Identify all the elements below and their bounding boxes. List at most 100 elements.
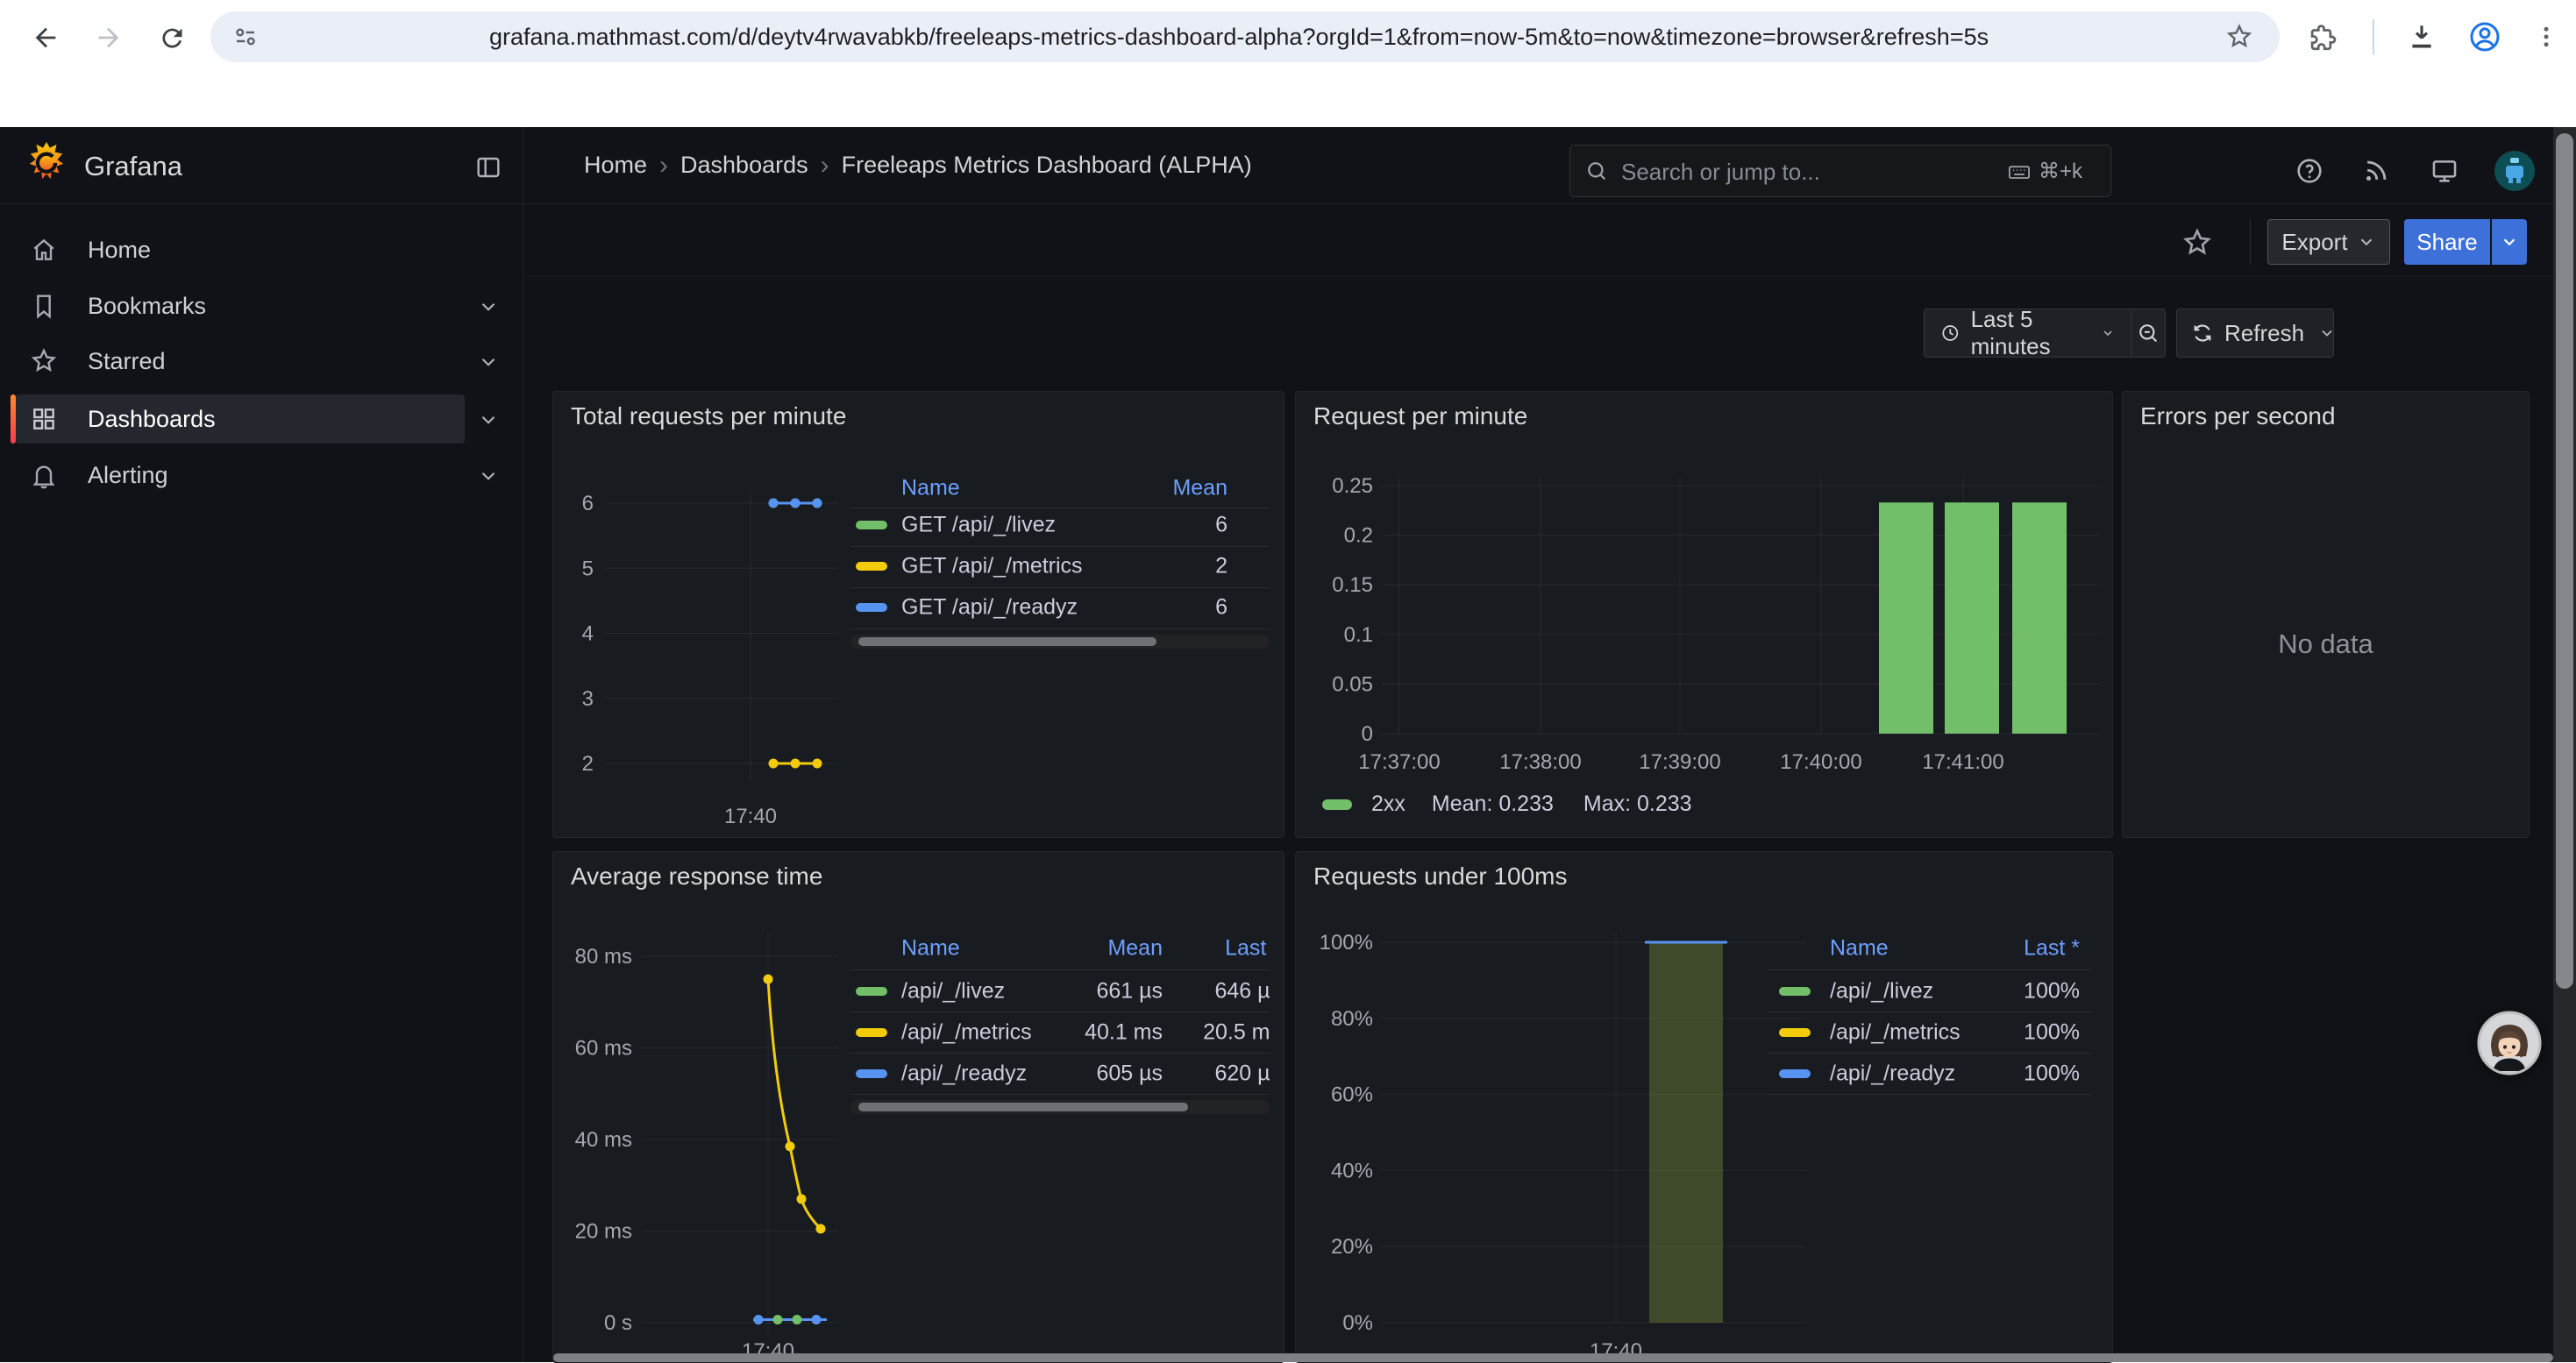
browser-menu-button[interactable] bbox=[2529, 18, 2564, 56]
data-point[interactable] bbox=[768, 498, 779, 508]
brand-name[interactable]: Grafana bbox=[84, 151, 183, 181]
data-point[interactable] bbox=[772, 1315, 783, 1325]
favorite-dashboard-button[interactable] bbox=[2179, 224, 2216, 261]
data-point[interactable] bbox=[763, 974, 773, 984]
data-point[interactable] bbox=[811, 1315, 822, 1325]
panel-title[interactable]: Errors per second bbox=[2140, 402, 2336, 429]
data-point[interactable] bbox=[812, 758, 822, 769]
url-bar[interactable]: grafana.mathmast.com/d/deytv4rwavabkb/fr… bbox=[210, 11, 2280, 62]
legend-column-header[interactable]: Mean bbox=[1172, 475, 1228, 500]
data-point[interactable] bbox=[785, 1141, 795, 1152]
chevron-down-icon[interactable] bbox=[477, 295, 500, 318]
series-color-pill[interactable] bbox=[1779, 1069, 1811, 1078]
series-color-pill[interactable] bbox=[856, 1069, 887, 1078]
legend-column-header[interactable]: Name bbox=[901, 935, 960, 961]
legend-value: 6 bbox=[1215, 594, 1228, 620]
legend-series-name[interactable]: GET /api/_/livez bbox=[901, 512, 1057, 537]
sidebar-item-starred[interactable]: Starred bbox=[16, 337, 465, 386]
legend-series-name[interactable]: /api/_/readyz bbox=[901, 1061, 1028, 1086]
user-avatar[interactable] bbox=[2494, 151, 2535, 191]
breadcrumb-dashboards[interactable]: Dashboards bbox=[680, 152, 808, 178]
help-button[interactable] bbox=[2291, 153, 2328, 189]
legend-series-name[interactable]: /api/_/metrics bbox=[1830, 1019, 1960, 1045]
chevron-down-icon[interactable] bbox=[477, 465, 500, 487]
bar[interactable] bbox=[1879, 502, 1933, 734]
data-point[interactable] bbox=[812, 498, 822, 508]
vertical-scrollbar-thumb[interactable] bbox=[2556, 133, 2573, 989]
export-button[interactable]: Export bbox=[2267, 219, 2390, 265]
series-color-pill[interactable] bbox=[856, 562, 887, 571]
area-fill[interactable] bbox=[1649, 943, 1723, 1323]
bar[interactable] bbox=[2012, 502, 2067, 734]
breadcrumb-home[interactable]: Home bbox=[584, 152, 648, 178]
chevron-down-icon[interactable] bbox=[477, 408, 500, 431]
reload-button[interactable] bbox=[153, 18, 191, 57]
extensions-button[interactable] bbox=[2302, 18, 2341, 56]
sidebar-item-alerting[interactable]: Alerting bbox=[16, 451, 465, 500]
site-settings-button[interactable] bbox=[226, 18, 265, 56]
refresh-button[interactable]: Refresh bbox=[2177, 309, 2318, 357]
data-point[interactable] bbox=[753, 1315, 764, 1325]
panel-title[interactable]: Request per minute bbox=[1313, 402, 1528, 429]
profile-button[interactable] bbox=[2464, 16, 2506, 58]
legend-series-name[interactable]: GET /api/_/metrics bbox=[901, 553, 1083, 579]
data-point[interactable] bbox=[790, 758, 801, 769]
legend-series-name[interactable]: /api/_/livez bbox=[1830, 978, 1934, 1004]
series-line[interactable] bbox=[766, 979, 822, 1230]
forward-button[interactable] bbox=[89, 18, 128, 57]
panel-title[interactable]: Total requests per minute bbox=[571, 402, 847, 429]
series-color-pill[interactable] bbox=[856, 1028, 887, 1037]
legend-series-name[interactable]: 2xx bbox=[1371, 792, 1405, 816]
search-box[interactable]: ⌘+k bbox=[1569, 145, 2111, 198]
legend-column-header[interactable]: Last * bbox=[1225, 935, 1270, 961]
downloads-button[interactable] bbox=[2402, 18, 2441, 56]
refresh-interval-button[interactable] bbox=[2318, 309, 2336, 357]
series-color-pill[interactable] bbox=[1779, 1028, 1811, 1037]
legend-series-name[interactable]: GET /api/_/readyz bbox=[901, 594, 1078, 620]
series-color-pill[interactable] bbox=[856, 987, 887, 996]
series-color-pill[interactable] bbox=[856, 521, 887, 529]
bar[interactable] bbox=[1945, 502, 1999, 734]
series-color-pill[interactable] bbox=[1779, 987, 1811, 996]
horizontal-scrollbar[interactable] bbox=[553, 1353, 2553, 1362]
data-point[interactable] bbox=[815, 1224, 826, 1234]
bookmark-page-button[interactable] bbox=[2220, 18, 2259, 56]
share-button[interactable]: Share bbox=[2404, 219, 2490, 265]
legend-column-header[interactable]: Name bbox=[901, 475, 960, 500]
back-button[interactable] bbox=[26, 18, 65, 57]
axis-tick-label: 17:41:00 bbox=[1922, 750, 2003, 774]
legend-series-name[interactable]: /api/_/livez bbox=[901, 978, 1006, 1004]
monitor-button[interactable] bbox=[2426, 153, 2463, 189]
news-button[interactable] bbox=[2358, 153, 2395, 189]
panel-title[interactable]: Average response time bbox=[571, 863, 823, 890]
panel-title[interactable]: Requests under 100ms bbox=[1313, 863, 1568, 890]
sidebar-item-dashboards[interactable]: Dashboards bbox=[16, 394, 465, 444]
legend-table: Name Last * /api/_/livez 100% /api/_/metrics… bbox=[1768, 852, 2092, 1363]
series-color-pill[interactable] bbox=[1322, 799, 1352, 810]
chevron-down-icon[interactable] bbox=[477, 351, 500, 373]
legend-column-header[interactable]: Mean bbox=[1107, 935, 1163, 961]
url-text[interactable]: grafana.mathmast.com/d/deytv4rwavabkb/fr… bbox=[489, 23, 1989, 50]
data-point[interactable] bbox=[790, 498, 801, 508]
data-point[interactable] bbox=[796, 1194, 807, 1204]
legend-scrollbar-thumb[interactable] bbox=[858, 1103, 1188, 1111]
sidebar-item-home[interactable]: Home bbox=[16, 225, 465, 274]
sidebar-item-bookmarks[interactable]: Bookmarks bbox=[16, 281, 465, 330]
legend-scrollbar-thumb[interactable] bbox=[858, 637, 1156, 646]
share-menu-button[interactable] bbox=[2492, 219, 2527, 265]
legend-column-header[interactable]: Name bbox=[1830, 935, 1889, 961]
assistant-avatar-widget[interactable] bbox=[2476, 1010, 2543, 1076]
data-point[interactable] bbox=[792, 1315, 802, 1325]
mega-menu-toggle[interactable] bbox=[470, 149, 507, 186]
legend-series-name[interactable]: /api/_/readyz bbox=[1830, 1061, 1956, 1086]
time-range-picker[interactable]: Last 5 minutes bbox=[1925, 306, 2131, 359]
zoom-out-button[interactable] bbox=[2131, 309, 2165, 357]
data-point[interactable] bbox=[768, 758, 779, 769]
axis-tick-label: 0.2 bbox=[1344, 524, 1373, 548]
series-color-pill[interactable] bbox=[856, 603, 887, 612]
grafana-logo[interactable] bbox=[25, 138, 68, 184]
legend-column-header[interactable]: Last * bbox=[2024, 935, 2080, 961]
legend-series-name[interactable]: /api/_/metrics bbox=[901, 1019, 1032, 1045]
help-icon bbox=[2297, 159, 2322, 183]
search-input[interactable] bbox=[1619, 146, 2000, 198]
